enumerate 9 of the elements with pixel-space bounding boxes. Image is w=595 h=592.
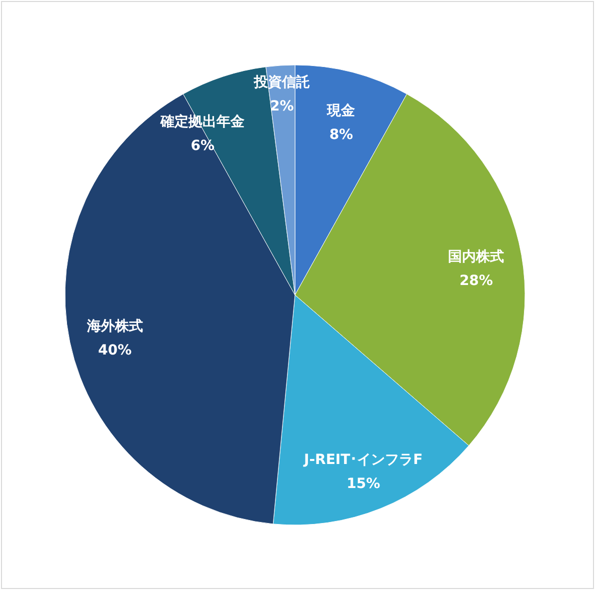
slice-label: 海外株式: [86, 318, 143, 335]
data-label: 8%: [329, 126, 354, 143]
data-label: 2%: [270, 98, 294, 114]
data-label: 40%: [98, 342, 132, 359]
data-label: 28%: [459, 273, 493, 290]
data-label: 15%: [346, 476, 380, 492]
slice-label: 現金: [326, 102, 356, 119]
slice-label: J-REIT･インフラF: [303, 452, 423, 468]
slice-label: 国内株式: [448, 249, 504, 266]
